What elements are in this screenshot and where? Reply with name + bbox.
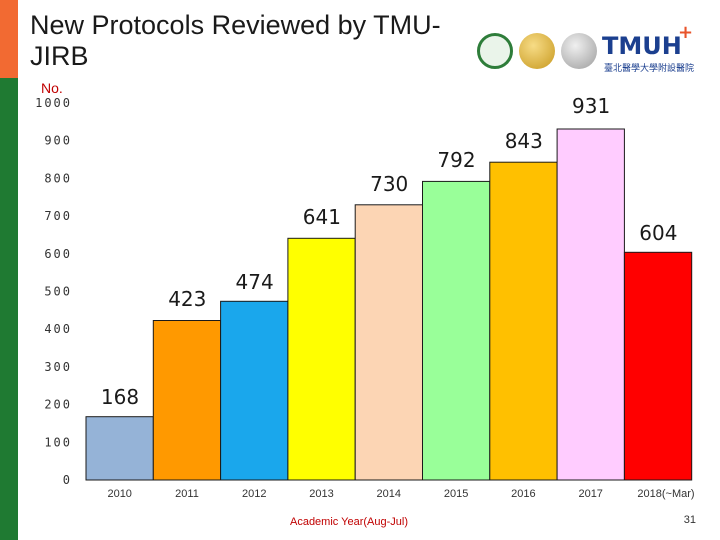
- x-axis-label: Academic Year(Aug-Jul): [290, 516, 408, 528]
- x-tick-label: 2011: [175, 488, 199, 500]
- x-tick-label: 2012: [242, 488, 266, 500]
- hospital-logo-subtitle: 臺北醫學大學附設醫院: [604, 64, 695, 74]
- x-tick-label: 2016: [511, 488, 535, 500]
- y-tick-label: 900: [44, 134, 72, 148]
- y-tick-label: 600: [44, 247, 72, 261]
- data-label: 730: [370, 172, 408, 196]
- bar-2018Mar: [623, 251, 693, 481]
- data-label: 423: [168, 287, 206, 311]
- y-tick-label: 800: [44, 171, 72, 185]
- data-labels: 168 423 474 641 730 792 843 931 604: [101, 94, 678, 409]
- data-label: 641: [303, 205, 341, 229]
- y-tick-label: 1000: [35, 96, 72, 110]
- data-label: 604: [639, 221, 677, 245]
- bar-2012: [220, 300, 289, 481]
- data-label: 168: [101, 385, 139, 409]
- bar-2013: [287, 237, 356, 481]
- accreditation-seal-grey: [561, 33, 597, 69]
- hospital-logo: TMUH: [602, 32, 682, 60]
- bar-2015: [422, 180, 491, 481]
- y-tick-label: 100: [44, 435, 72, 449]
- data-label: 931: [572, 94, 610, 118]
- page-number: 31: [683, 514, 696, 526]
- logo-group: TMUH + 臺北醫學大學附設醫院: [477, 22, 702, 80]
- y-tick-label: 400: [44, 322, 72, 336]
- bar-2014: [354, 204, 424, 481]
- x-tick-label: 2010: [107, 488, 131, 500]
- data-label: 843: [505, 129, 543, 153]
- left-accent-bar: [0, 0, 18, 540]
- y-tick-label: 0: [63, 473, 72, 487]
- x-tick-label: 2015: [444, 488, 468, 500]
- y-tick-label: 300: [44, 360, 72, 374]
- data-label: 792: [437, 148, 475, 172]
- x-tick-label: 2017: [578, 488, 602, 500]
- hospital-logo-plus: +: [678, 22, 694, 43]
- data-label: 474: [236, 270, 274, 294]
- bar-2017: [556, 128, 625, 481]
- y-tick-label: 500: [44, 285, 72, 299]
- accreditation-seal-green: [477, 33, 513, 69]
- y-axis-label: No.: [41, 80, 63, 96]
- x-tick-label: 2014: [377, 488, 401, 500]
- slide-title: New Protocols Reviewed by TMU-JIRB: [30, 10, 441, 71]
- x-tick-labels: 2010 2011 2012 2013 2014 2015 2016 2017 2018(~Ma…: [107, 488, 694, 500]
- bars: [85, 128, 693, 481]
- y-tick-label: 200: [44, 398, 72, 412]
- y-tick-label: 700: [44, 209, 72, 223]
- x-tick-label: 2018(~Mar): [637, 488, 694, 500]
- x-tick-label: 2013: [309, 488, 333, 500]
- accreditation-seal-gold: [519, 33, 555, 69]
- bar-2016: [489, 161, 558, 481]
- left-accent-top: [0, 0, 18, 78]
- bar-2011: [152, 320, 222, 481]
- y-tick-labels: 0 100 200 300 400 500 600 700 800 900 1000: [35, 96, 72, 487]
- bar-2010: [85, 416, 154, 481]
